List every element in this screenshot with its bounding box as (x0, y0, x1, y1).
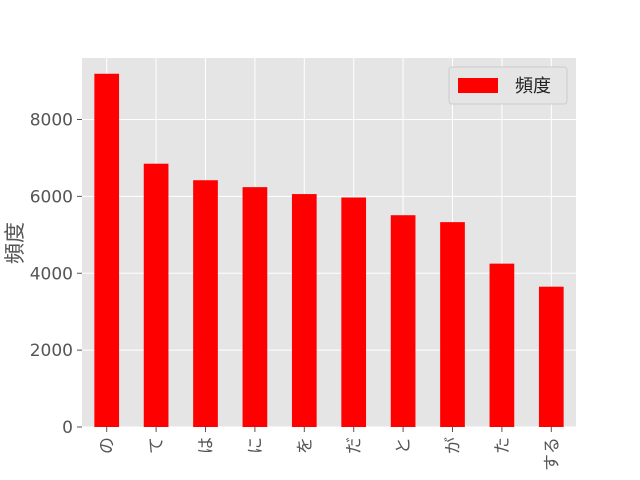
legend-swatch (458, 78, 498, 93)
bar-4 (291, 194, 317, 427)
x-tick-label: を (295, 437, 315, 454)
bar-8 (489, 263, 515, 427)
x-tick-label: する (542, 437, 562, 471)
bar-1 (143, 163, 169, 427)
x-tick-label: た (493, 437, 513, 454)
x-tick-label: は (197, 437, 217, 454)
x-tick-label: と (394, 437, 414, 454)
legend-box (448, 66, 568, 105)
y-tick-label: 2000 (30, 341, 73, 361)
bar-2 (193, 180, 218, 427)
x-tick-label: の (98, 437, 118, 454)
legend-label: 頻度 (515, 76, 551, 97)
x-tick-label: だ (345, 437, 365, 454)
bar-0 (94, 73, 120, 428)
y-axis-label: 頻度 (3, 222, 27, 264)
legend: 頻度 (448, 66, 568, 105)
bars (94, 73, 564, 428)
y-tick-label: 6000 (30, 187, 73, 207)
bar-5 (341, 197, 367, 427)
y-tick-label: 8000 (30, 111, 73, 131)
bar-6 (390, 215, 416, 427)
x-tick-label: て (147, 437, 167, 454)
bar-9 (538, 286, 564, 427)
bar-7 (440, 222, 465, 427)
y-tick-labels: 0 2000 4000 6000 8000 (30, 111, 82, 438)
y-tick-label: 0 (62, 418, 73, 438)
x-tick-labels: の て は に を だ と が た する (98, 427, 562, 471)
x-tick-label: に (246, 437, 266, 454)
bar-3 (242, 187, 268, 427)
x-tick-label: が (444, 437, 464, 454)
y-tick-label: 4000 (30, 264, 73, 284)
